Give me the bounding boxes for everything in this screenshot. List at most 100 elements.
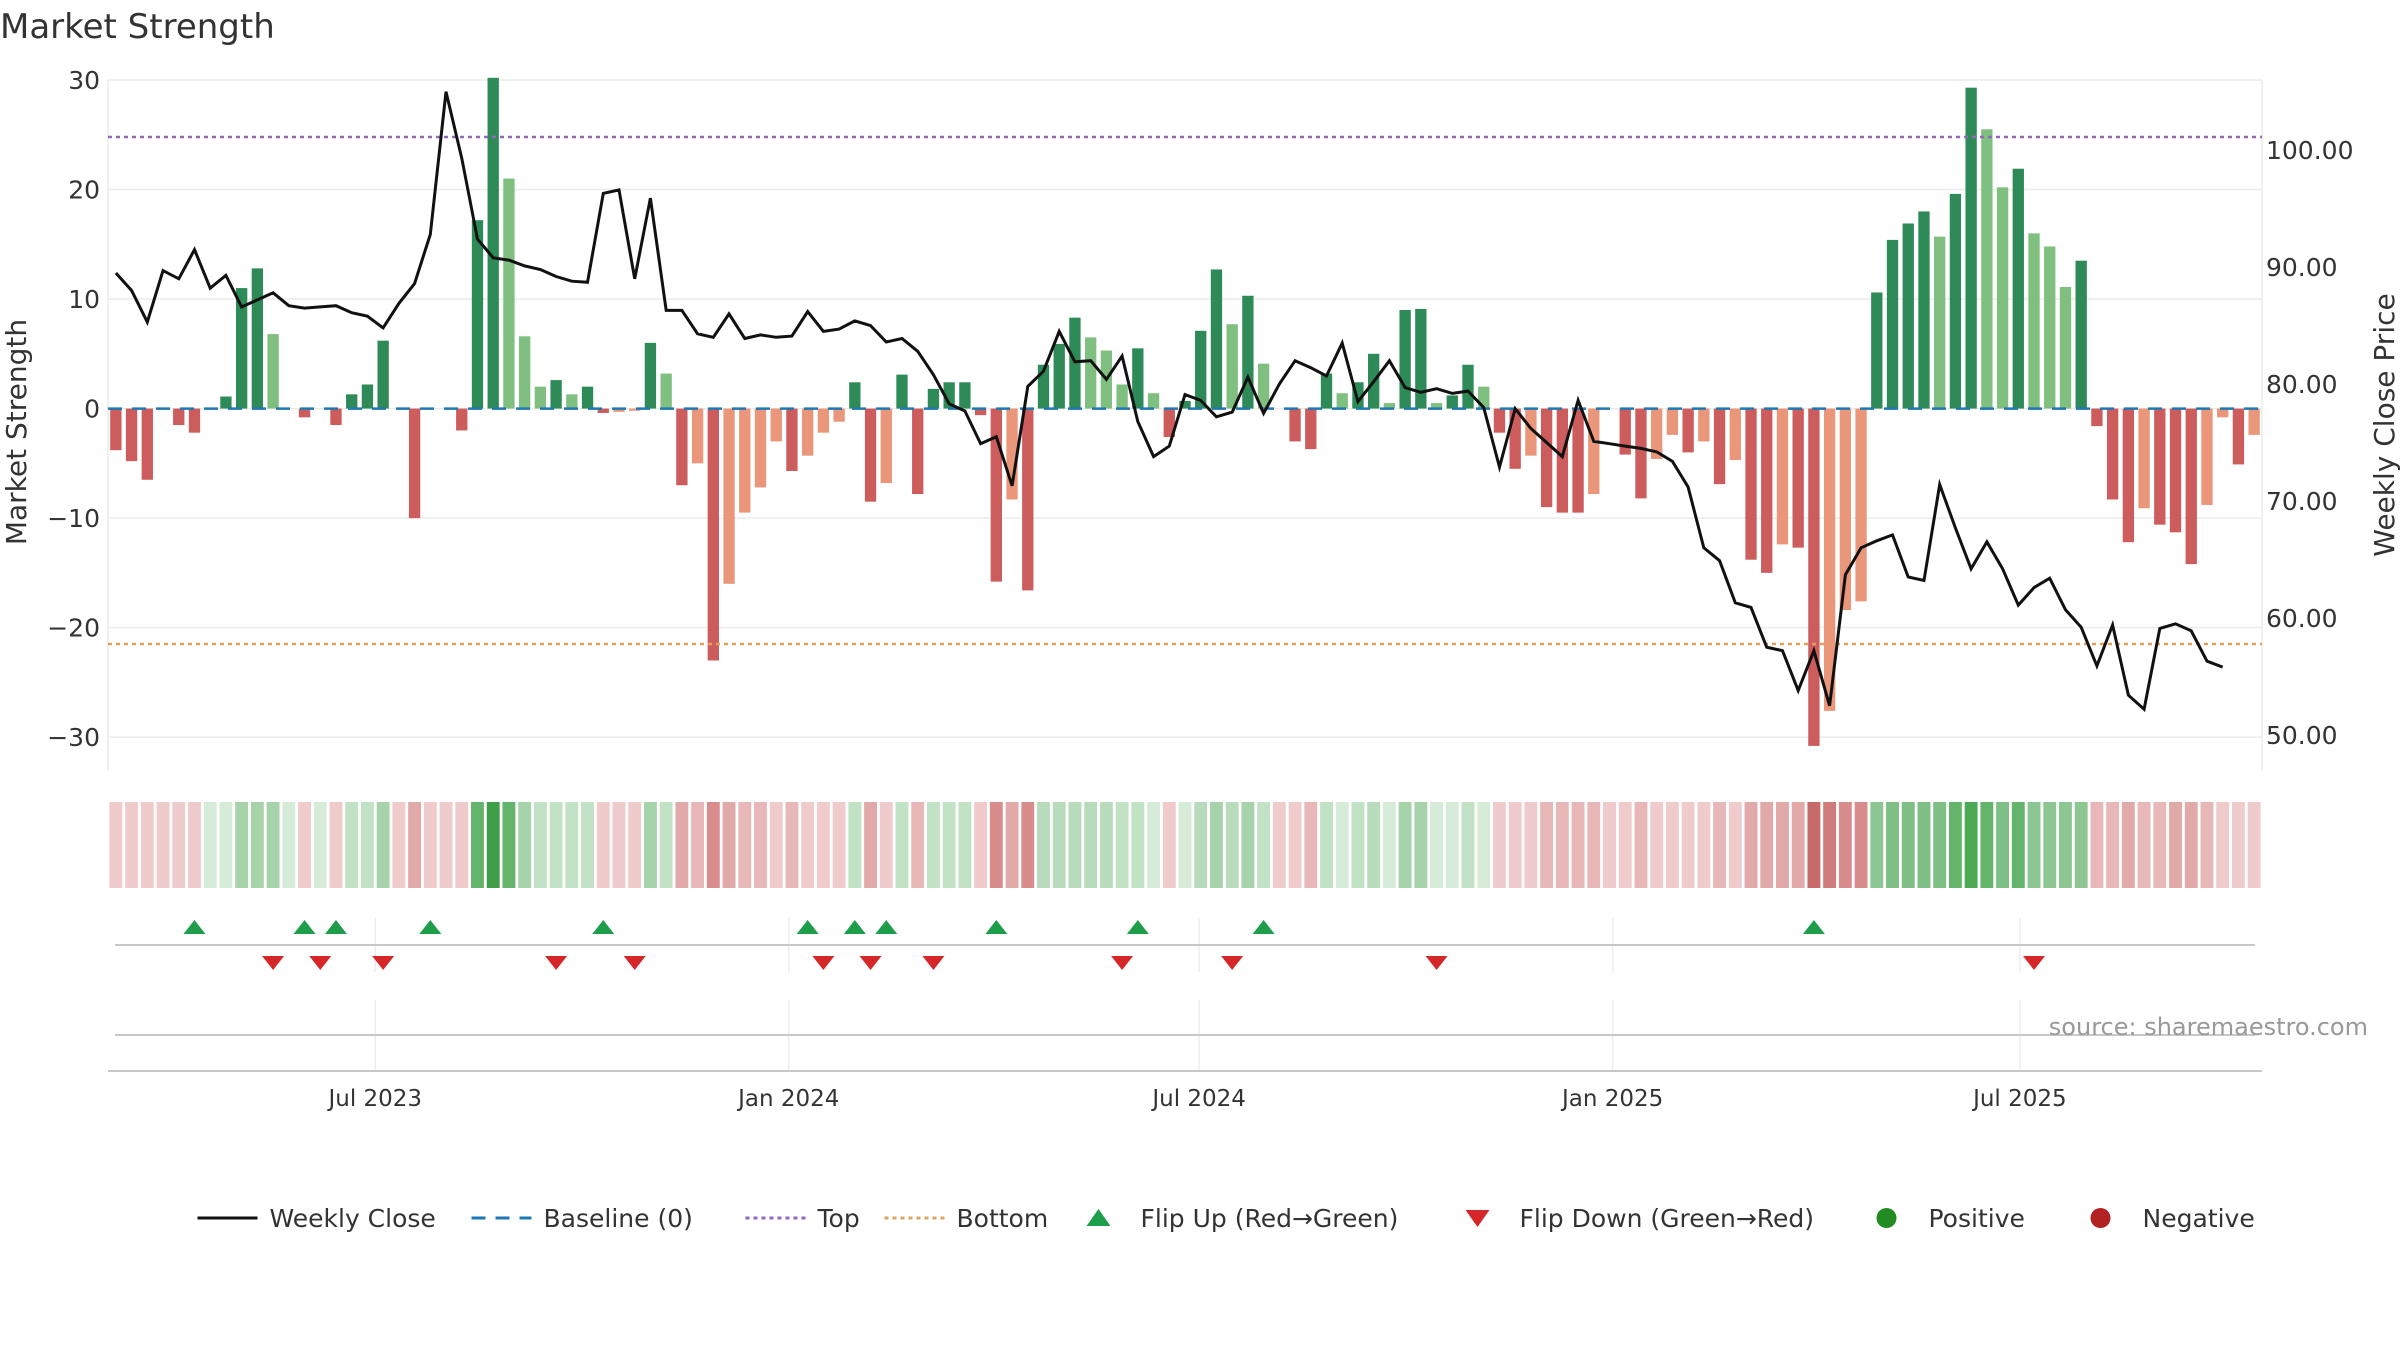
heat-cell bbox=[1555, 802, 1569, 888]
heat-cell bbox=[533, 802, 547, 888]
flip-down-marker bbox=[262, 956, 285, 970]
heat-cell bbox=[612, 802, 626, 888]
y-axis-left: 30 20 10 0 −10 −20 −30 bbox=[47, 66, 100, 752]
flip-up-marker bbox=[293, 920, 316, 934]
strength-bar bbox=[503, 178, 515, 409]
flip-up-marker bbox=[985, 920, 1008, 934]
heat-cell bbox=[1351, 802, 1365, 888]
y-left-tick-label: −30 bbox=[47, 723, 100, 752]
flip-down-marker bbox=[812, 956, 835, 970]
strength-bar bbox=[1509, 408, 1521, 469]
strength-bar bbox=[2059, 287, 2072, 409]
heat-cell bbox=[1681, 802, 1695, 888]
strength-bar bbox=[1493, 408, 1506, 433]
strength-bar bbox=[267, 334, 279, 409]
heat-cell bbox=[1052, 802, 1066, 888]
heat-cell bbox=[785, 802, 799, 888]
heat-cell bbox=[313, 802, 327, 888]
flip-down-marker bbox=[922, 956, 945, 970]
weekly-close-line bbox=[114, 91, 2224, 713]
heat-cell bbox=[360, 802, 374, 888]
legend-item: Positive bbox=[1876, 1204, 2025, 1233]
strength-bar bbox=[943, 382, 955, 409]
heat-cell bbox=[471, 802, 484, 888]
legend-item: Flip Down (Green→Red) bbox=[1465, 1204, 1814, 1233]
heat-cell bbox=[1776, 802, 1789, 888]
strength-bar bbox=[597, 408, 609, 413]
gridlines bbox=[107, 79, 2263, 770]
x-tick-label: Jul 2024 bbox=[1150, 1086, 1246, 1112]
reference-lines bbox=[108, 135, 2262, 646]
strength-bar bbox=[1745, 408, 1757, 560]
heat-cell bbox=[1398, 802, 1412, 888]
heat-cell bbox=[1713, 802, 1727, 888]
strength-bar bbox=[896, 374, 908, 409]
y-right-tick-label: 80.00 bbox=[2266, 370, 2338, 399]
heat-cell bbox=[801, 802, 815, 888]
heat-cell bbox=[1005, 802, 1019, 888]
heat-cell bbox=[1084, 802, 1098, 888]
heat-cell bbox=[1760, 802, 1774, 888]
strength-bar bbox=[1525, 408, 1537, 456]
heat-cell bbox=[1367, 802, 1381, 888]
legend-item: Weekly Close bbox=[197, 1204, 436, 1233]
heat-cell bbox=[266, 802, 280, 888]
legend-swatch bbox=[1086, 1209, 1111, 1226]
heat-cell bbox=[1320, 802, 1333, 888]
strength-bar bbox=[990, 408, 1002, 582]
flip-down-marker bbox=[1111, 956, 1134, 970]
heat-cell bbox=[1996, 802, 2010, 888]
heat-cell bbox=[1650, 802, 1664, 888]
strength-bar bbox=[817, 408, 830, 433]
heat-cell bbox=[109, 802, 123, 888]
strength-bar bbox=[298, 408, 311, 418]
flip-up-marker bbox=[843, 920, 866, 934]
strength-bar bbox=[2044, 246, 2056, 409]
strength-bar bbox=[2091, 408, 2103, 427]
strength-bar bbox=[629, 408, 641, 411]
strength-bar bbox=[534, 386, 547, 409]
strength-bar bbox=[1776, 408, 1789, 545]
strength-bar bbox=[1336, 393, 1348, 409]
heat-cell bbox=[989, 802, 1003, 888]
heat-cell bbox=[596, 802, 610, 888]
heat-cell bbox=[1115, 802, 1129, 888]
legend-swatch bbox=[1465, 1210, 1490, 1227]
strength-bar bbox=[1996, 187, 2009, 409]
heat-cell bbox=[423, 802, 437, 888]
heat-cell bbox=[1980, 802, 1994, 888]
strength-bar bbox=[2201, 408, 2213, 505]
heat-cell bbox=[1477, 802, 1491, 888]
flip-down-marker bbox=[1425, 956, 1448, 970]
strength-bar bbox=[1949, 193, 1962, 409]
heat-cell bbox=[1728, 802, 1742, 888]
strength-bar bbox=[1022, 408, 1034, 591]
heat-cell bbox=[156, 802, 170, 888]
strength-bar bbox=[1556, 408, 1569, 513]
heat-cell bbox=[2153, 802, 2167, 888]
strength-bar bbox=[1383, 403, 1396, 409]
heat-cell bbox=[643, 802, 657, 888]
y-right-tick-label: 100.00 bbox=[2266, 136, 2353, 165]
heat-cell bbox=[219, 802, 233, 888]
strength-bar bbox=[912, 408, 924, 494]
strength-bar bbox=[456, 408, 468, 431]
legend-item: Baseline (0) bbox=[471, 1204, 693, 1233]
heat-cell bbox=[345, 802, 359, 888]
heat-cell bbox=[879, 802, 893, 888]
strength-bar bbox=[2169, 408, 2182, 533]
legend: Weekly Close Baseline (0) Top Bottom Flip Up… bbox=[197, 1204, 2255, 1233]
strength-bar bbox=[1619, 408, 1631, 455]
x-tick-label: Jan 2025 bbox=[1560, 1086, 1663, 1112]
strength-bar bbox=[1666, 408, 1679, 435]
strength-bar bbox=[927, 388, 940, 409]
heat-cell bbox=[2090, 802, 2104, 888]
strength-bar bbox=[235, 288, 248, 409]
heat-cell bbox=[926, 802, 940, 888]
heat-cell bbox=[581, 802, 594, 888]
heat-cell bbox=[1225, 802, 1239, 888]
heat-cell bbox=[235, 802, 249, 888]
strength-bar bbox=[959, 382, 971, 409]
strength-bar bbox=[1871, 292, 1883, 409]
